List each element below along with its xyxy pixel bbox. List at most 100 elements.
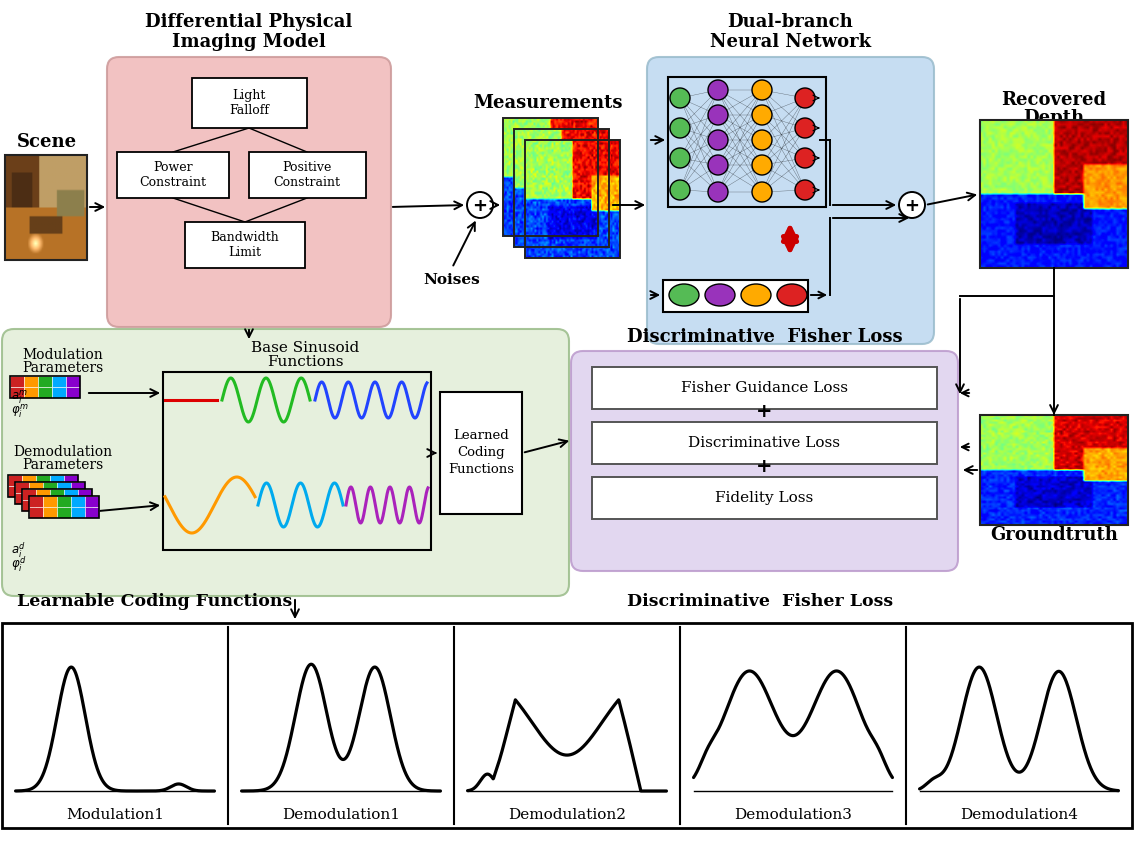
Bar — [29, 493, 43, 504]
Bar — [592, 477, 937, 519]
Text: +: + — [905, 196, 920, 214]
Bar — [503, 118, 598, 236]
Bar — [525, 140, 620, 258]
Text: +: + — [756, 401, 772, 421]
Bar — [36, 486, 50, 497]
Text: +: + — [473, 196, 488, 214]
Bar — [22, 489, 92, 511]
Bar — [10, 387, 24, 398]
Text: Parameters: Parameters — [23, 361, 103, 375]
Bar — [78, 489, 92, 500]
Bar — [57, 496, 71, 507]
Bar — [8, 475, 22, 486]
Bar — [52, 376, 66, 387]
Bar — [57, 507, 71, 518]
Text: Bandwidth
Limit: Bandwidth Limit — [211, 231, 279, 259]
Text: Light
Falloff: Light Falloff — [229, 89, 269, 117]
Text: Demodulation3: Demodulation3 — [734, 808, 852, 822]
Text: Demodulation2: Demodulation2 — [508, 808, 626, 822]
Bar — [39, 376, 52, 387]
Text: Functions: Functions — [266, 355, 344, 369]
Bar — [5, 155, 87, 260]
Ellipse shape — [741, 284, 771, 306]
Bar — [8, 475, 78, 497]
Text: $a_i^m$: $a_i^m$ — [11, 388, 28, 405]
Text: $\varphi_i^d$: $\varphi_i^d$ — [11, 554, 26, 574]
Bar — [85, 507, 99, 518]
Text: $a_i^d$: $a_i^d$ — [11, 541, 26, 560]
Bar — [66, 387, 81, 398]
Text: Discriminative Loss: Discriminative Loss — [688, 436, 840, 450]
Bar — [592, 367, 937, 409]
Bar — [10, 376, 24, 387]
Bar — [66, 376, 81, 387]
Text: Learned: Learned — [454, 428, 509, 441]
Bar — [64, 500, 78, 511]
Circle shape — [752, 80, 772, 100]
Circle shape — [795, 88, 815, 108]
Text: Modulation1: Modulation1 — [66, 808, 164, 822]
Text: Depth: Depth — [1024, 109, 1084, 127]
Circle shape — [708, 130, 728, 150]
Circle shape — [899, 192, 925, 218]
Bar — [43, 496, 57, 507]
Bar — [85, 496, 99, 507]
Bar — [15, 482, 85, 504]
Text: Coding: Coding — [457, 445, 505, 458]
Ellipse shape — [777, 284, 807, 306]
Bar — [64, 475, 78, 486]
Bar — [50, 475, 64, 486]
Bar — [64, 489, 78, 500]
Text: Base Sinusoid: Base Sinusoid — [251, 341, 359, 355]
Circle shape — [795, 180, 815, 200]
Bar — [24, 376, 39, 387]
Bar — [980, 120, 1128, 268]
Bar — [57, 493, 71, 504]
Bar — [43, 507, 57, 518]
Bar — [50, 500, 64, 511]
Text: Discriminative  Fisher Loss: Discriminative Fisher Loss — [627, 328, 903, 346]
Bar — [2, 623, 1132, 828]
Circle shape — [670, 148, 689, 168]
Circle shape — [752, 182, 772, 202]
Bar — [163, 372, 431, 550]
Text: Imaging Model: Imaging Model — [172, 33, 325, 51]
Bar — [249, 152, 366, 198]
Bar — [36, 500, 50, 511]
Text: Parameters: Parameters — [23, 458, 103, 472]
Bar — [668, 77, 826, 207]
Bar — [117, 152, 229, 198]
Text: Discriminative  Fisher Loss: Discriminative Fisher Loss — [627, 593, 894, 610]
Circle shape — [752, 155, 772, 175]
Text: Power
Constraint: Power Constraint — [139, 161, 206, 189]
Text: Functions: Functions — [448, 462, 514, 475]
Bar — [22, 475, 36, 486]
Text: Groundtruth: Groundtruth — [990, 526, 1118, 544]
Bar — [52, 387, 66, 398]
Circle shape — [670, 118, 689, 138]
Bar — [50, 486, 64, 497]
Text: Positive
Constraint: Positive Constraint — [273, 161, 340, 189]
Bar — [64, 486, 78, 497]
Bar — [71, 482, 85, 493]
Bar — [36, 489, 50, 500]
Ellipse shape — [705, 284, 735, 306]
Text: Recovered: Recovered — [1001, 91, 1107, 109]
Text: Neural Network: Neural Network — [710, 33, 871, 51]
Bar — [980, 415, 1128, 525]
Text: +: + — [756, 456, 772, 475]
Circle shape — [670, 180, 689, 200]
Text: Scene: Scene — [17, 133, 77, 151]
Bar — [71, 496, 85, 507]
Circle shape — [708, 80, 728, 100]
Text: Learnable Coding Functions: Learnable Coding Functions — [17, 593, 293, 610]
Bar — [192, 78, 307, 128]
Text: Noises: Noises — [424, 273, 481, 287]
Bar — [24, 387, 39, 398]
Bar — [15, 493, 29, 504]
FancyArrowPatch shape — [784, 228, 797, 250]
Circle shape — [708, 182, 728, 202]
Text: Fidelity Loss: Fidelity Loss — [716, 491, 813, 505]
Bar — [514, 129, 609, 247]
Bar — [440, 392, 522, 514]
